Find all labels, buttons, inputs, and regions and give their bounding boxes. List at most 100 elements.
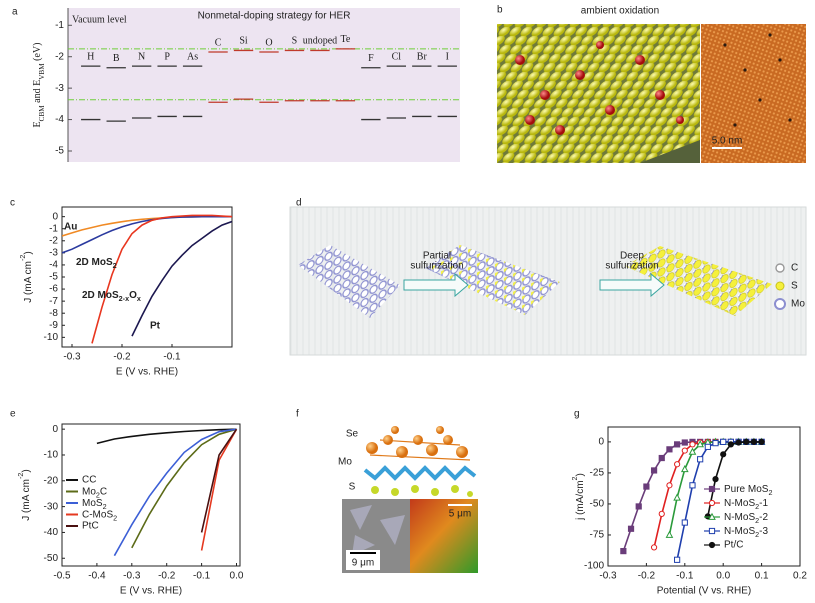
text-part: ) [575,473,586,476]
data-point [704,443,711,450]
y-tick-label: -5 [49,272,58,283]
text-part: 2 [768,488,772,497]
data-point [696,440,704,448]
legend-label: S [791,281,798,292]
data-point [674,441,681,448]
atom-label: S [349,482,356,493]
text-part: 2D MoS [76,257,113,268]
legend-label: Mo2C [82,486,107,500]
y-tick-label: -10 [44,332,59,343]
x-tick-label: -0.5 [53,571,71,582]
text-part: N-MoS [724,526,755,537]
data-point [658,510,665,517]
series-line [91,214,232,344]
legend-marker [708,485,716,493]
series-line [113,428,237,557]
text-part: CBM [38,105,46,122]
y-tick-label: -3 [49,248,58,259]
text-part: 2-x [119,294,129,303]
data-point [681,439,688,446]
text-part: -2 [16,473,25,479]
y-tick-label: -2 [49,235,58,246]
oxidation-images [497,24,806,163]
legend-label: PtC [82,521,99,532]
text-part: -1 [759,498,768,509]
data-point [650,544,658,551]
y-tick-label: -40 [44,527,59,538]
text-part: Pure MoS [724,484,769,495]
legend-label: Pt/C [724,540,743,551]
data-point [635,503,642,510]
data-point [758,438,765,445]
text-part: 2 [755,516,759,525]
text-part: ) [21,469,32,472]
text-part: E [32,80,43,86]
panel-label: c [10,198,15,209]
y-tick-label: -5 [55,146,64,157]
data-point [680,464,689,473]
x-axis-label: E (V vs. RHE) [116,367,178,378]
annotation: Vacuum level [72,14,127,25]
data-point [658,454,665,462]
data-point [712,440,719,447]
data-point [674,461,681,468]
legend-label: MoS2 [82,498,107,512]
y-tick-label: -4 [49,260,58,271]
legend-marker [708,527,716,535]
image-title: ambient oxidation [581,6,659,17]
legend-label: Pure MoS2 [724,484,772,498]
category-label: O [265,37,272,48]
text-part: -2 [759,512,768,523]
text-part: and [32,86,43,105]
y-tick-label: -75 [590,530,605,541]
data-point [689,441,696,448]
category-label: Br [417,51,428,62]
mose2-images [342,426,478,573]
legend-label: CC [82,475,96,486]
text-part: 2 [103,502,107,511]
panel-label: d [296,198,302,209]
category-label: C [215,37,222,48]
x-tick-label: -0.4 [88,571,106,582]
series-label: 2D MoS2-xOx [82,290,141,304]
panel-label: a [12,7,18,18]
legend-label: C [791,263,798,274]
data-point [743,438,750,445]
series-line [96,428,237,445]
data-point [720,451,727,458]
scale-bar-label: 9 μm [352,558,374,569]
legend-label: N-MoS2-2 [724,512,768,526]
data-point [666,482,673,489]
text-part: x [137,294,141,303]
category-label: Cl [392,51,402,62]
x-tick-label: 0.1 [755,571,769,582]
legend-label: N-MoS2-3 [724,526,768,540]
y-tick-label: -50 [44,553,59,564]
data-point [665,530,674,538]
x-tick-label: -0.2 [113,352,131,363]
x-tick-label: -0.3 [63,352,81,363]
category-label: P [164,51,170,62]
x-tick-label: 0.0 [716,571,730,582]
text-part: 2 [755,502,759,511]
text-part: 2 [96,491,100,500]
sulfurization-diagram [289,206,807,356]
arrow-label: Partial [423,251,451,262]
data-point [620,548,627,555]
plot-frame [607,426,801,567]
data-point [688,447,697,455]
text-part: 2 [113,514,117,523]
data-point [666,446,673,453]
y-tick-label: -2 [55,51,64,62]
series-label: Au [64,222,77,233]
y-tick-label: -1 [55,20,64,31]
x-tick-label: 0.0 [230,571,244,582]
legend-label: N-MoS2-1 [724,498,768,512]
scale-bar-label: 5.0 nm [712,136,743,147]
category-label: undoped [303,36,337,47]
text-part: -2 [18,255,27,261]
legend-marker [708,541,716,549]
text-part: 2D MoS [82,290,119,301]
data-point [712,476,719,483]
